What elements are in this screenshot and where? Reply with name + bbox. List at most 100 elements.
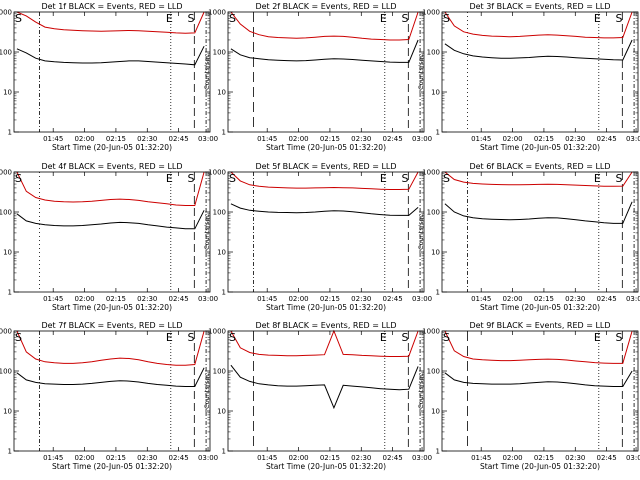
y-tick-label: 1 xyxy=(8,289,12,297)
y-tick-label: 1 xyxy=(222,448,226,456)
event-marker-e: E xyxy=(594,172,601,185)
y-tick-label: 10 xyxy=(3,89,12,97)
y-tick-label: 100 xyxy=(0,209,12,217)
x-tick-label: 01:45 xyxy=(43,295,63,303)
y-tick-label: 100 xyxy=(213,49,226,57)
event-marker-s: S xyxy=(615,331,622,344)
x-tick-label: 02:45 xyxy=(597,454,617,462)
x-tick-label: 02:15 xyxy=(320,454,340,462)
x-tick-label: 02:00 xyxy=(502,135,522,143)
x-tick-label: 03:00 xyxy=(626,295,640,303)
events-rate-line xyxy=(16,45,205,66)
x-tick-label: 02:00 xyxy=(502,295,522,303)
x-tick-label: 02:00 xyxy=(288,295,308,303)
event-marker-s: S xyxy=(187,172,194,185)
x-tick-label: 02:45 xyxy=(169,454,189,462)
detector-panel-6: Det 6f BLACK = Events, RED = LLD 1 10 100 10… xyxy=(417,162,640,312)
y-tick-label: 100 xyxy=(0,368,12,376)
plot-frame xyxy=(227,330,425,452)
event-marker-s: S xyxy=(15,12,22,25)
event-marker-e: E xyxy=(380,12,387,25)
x-tick-label: 02:00 xyxy=(74,135,94,143)
event-marker-e: E xyxy=(166,12,173,25)
y-tick-label: 100 xyxy=(427,209,440,217)
x-tick-label: 02:45 xyxy=(597,135,617,143)
y-tick-label: 100 xyxy=(213,368,226,376)
plot-frame xyxy=(441,11,639,133)
y-tick-label: 100 xyxy=(0,49,12,57)
x-tick-label: 02:15 xyxy=(320,295,340,303)
x-axis-label: Start Time (20-Jun-05 01:32:20) xyxy=(266,303,386,312)
event-marker-s: S xyxy=(229,172,236,185)
x-tick-label: 03:00 xyxy=(198,135,218,143)
lld-rate-line xyxy=(444,330,633,364)
event-marker-s: S xyxy=(187,331,194,344)
x-tick-label: 02:00 xyxy=(74,295,94,303)
lld-rate-line xyxy=(444,11,633,39)
detector-panel-1: Det 1f BLACK = Events, RED = LLD 1 10 100 10… xyxy=(0,2,218,152)
x-tick-label: 03:00 xyxy=(198,454,218,462)
x-tick-label: 01:45 xyxy=(257,295,277,303)
y-tick-label: 1 xyxy=(8,448,12,456)
x-tick-label: 02:30 xyxy=(351,295,371,303)
x-tick-label: 03:00 xyxy=(412,135,432,143)
event-marker-s: S xyxy=(229,12,236,25)
event-marker-s: S xyxy=(401,12,408,25)
y-axis-label: Counts/sec xyxy=(417,373,425,409)
detector-panel-2: Det 2f BLACK = Events, RED = LLD 1 10 100 10… xyxy=(203,2,432,152)
x-axis-label: Start Time (20-Jun-05 01:32:20) xyxy=(266,143,386,152)
x-tick-label: 02:45 xyxy=(169,295,189,303)
x-tick-label: 01:45 xyxy=(471,135,491,143)
y-tick-label: 10 xyxy=(431,249,440,257)
panel-title: Det 2f BLACK = Events, RED = LLD xyxy=(255,2,396,11)
x-tick-label: 02:15 xyxy=(106,135,126,143)
y-tick-label: 1000 xyxy=(0,328,12,336)
x-tick-label: 03:00 xyxy=(412,454,432,462)
x-tick-label: 02:30 xyxy=(351,135,371,143)
y-tick-label: 1000 xyxy=(0,9,12,17)
x-tick-label: 02:15 xyxy=(534,135,554,143)
x-axis-label: Start Time (20-Jun-05 01:32:20) xyxy=(52,143,172,152)
lld-rate-line xyxy=(16,330,205,366)
panel-title: Det 8f BLACK = Events, RED = LLD xyxy=(255,321,396,330)
panel-title: Det 6f BLACK = Events, RED = LLD xyxy=(469,162,610,171)
y-tick-label: 1 xyxy=(8,129,12,137)
x-tick-label: 01:45 xyxy=(471,454,491,462)
x-axis-label: Start Time (20-Jun-05 01:32:20) xyxy=(52,303,172,312)
x-tick-label: 02:30 xyxy=(351,454,371,462)
x-tick-label: 03:00 xyxy=(198,295,218,303)
x-axis-label: Start Time (20-Jun-05 01:32:20) xyxy=(480,143,600,152)
event-marker-s: S xyxy=(401,331,408,344)
event-marker-s: S xyxy=(615,12,622,25)
panel-title: Det 3f BLACK = Events, RED = LLD xyxy=(469,2,610,11)
event-marker-e: E xyxy=(380,331,387,344)
x-tick-label: 01:45 xyxy=(257,454,277,462)
x-tick-label: 02:00 xyxy=(288,135,308,143)
x-tick-label: 03:00 xyxy=(626,454,640,462)
x-tick-label: 02:45 xyxy=(169,135,189,143)
x-tick-label: 02:15 xyxy=(106,454,126,462)
x-tick-label: 02:15 xyxy=(534,295,554,303)
lld-rate-line xyxy=(444,171,633,187)
x-tick-label: 02:00 xyxy=(74,454,94,462)
lld-rate-line xyxy=(230,171,419,190)
x-tick-label: 02:45 xyxy=(597,295,617,303)
events-rate-line xyxy=(444,201,633,224)
events-rate-line xyxy=(230,203,419,216)
x-tick-label: 02:45 xyxy=(383,454,403,462)
event-marker-s: S xyxy=(401,172,408,185)
events-rate-line xyxy=(230,39,419,63)
plot-frame xyxy=(13,11,211,133)
detector-panel-7: Det 7f BLACK = Events, RED = LLD 1 10 100 10… xyxy=(0,321,218,471)
event-marker-e: E xyxy=(380,172,387,185)
events-rate-line xyxy=(444,370,633,387)
x-tick-label: 02:45 xyxy=(383,135,403,143)
x-tick-label: 02:00 xyxy=(288,454,308,462)
events-rate-line xyxy=(16,210,205,230)
events-rate-line xyxy=(230,364,419,410)
event-marker-e: E xyxy=(166,331,173,344)
y-tick-label: 1 xyxy=(436,448,440,456)
lld-rate-line xyxy=(16,171,205,206)
x-tick-label: 03:00 xyxy=(412,295,432,303)
